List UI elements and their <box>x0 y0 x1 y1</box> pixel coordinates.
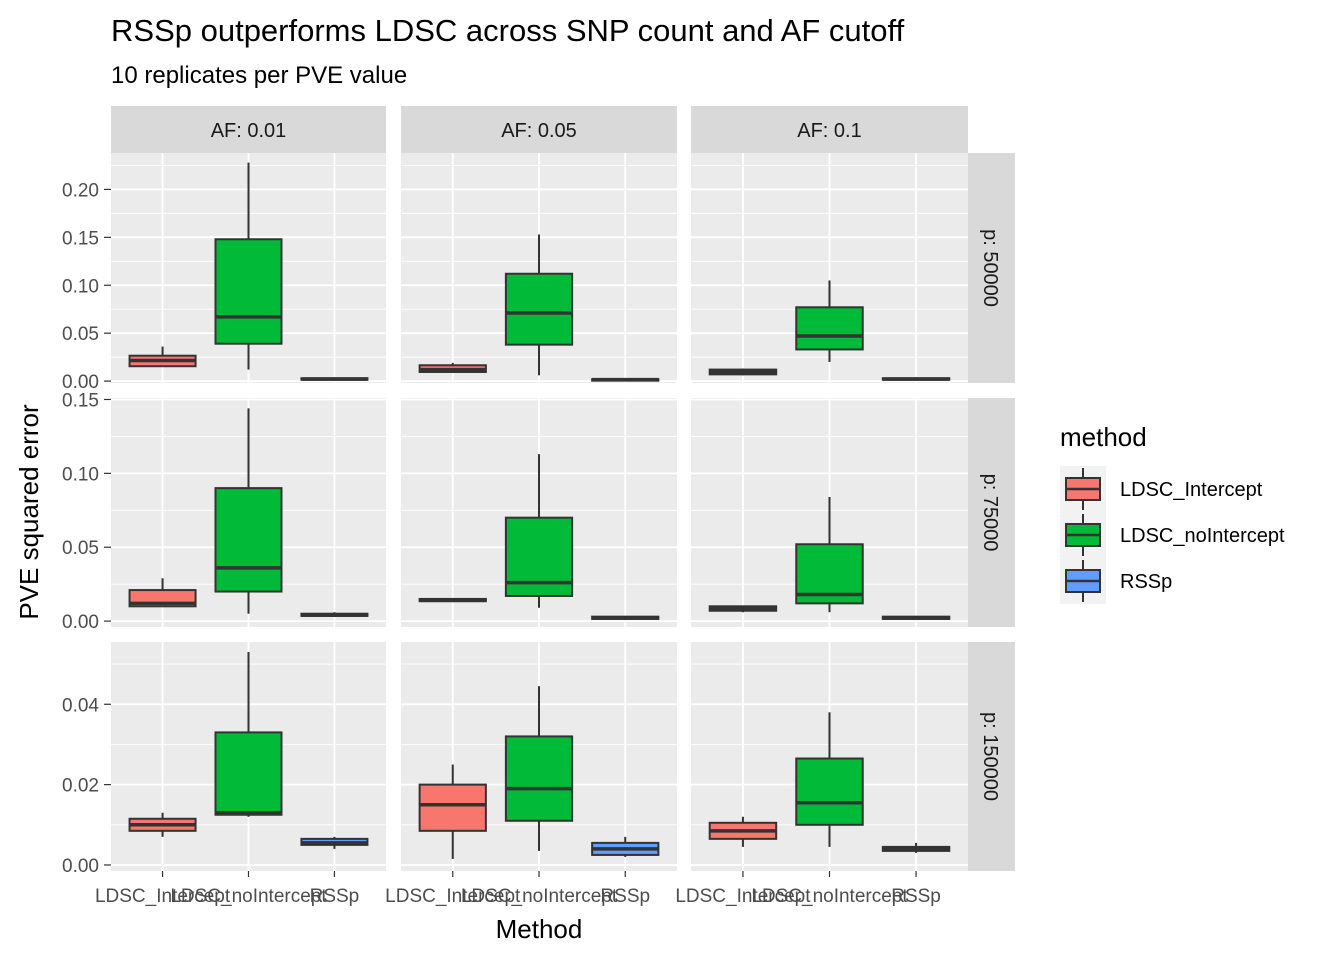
x-tick-label: LDSC_Intercept <box>95 886 231 907</box>
x-tick-label: RSSp <box>310 886 360 907</box>
legend: method LDSC_Intercept LDSC_noIntercept RSS… <box>1060 422 1285 604</box>
box-body <box>504 272 574 346</box>
facet-strip-col <box>401 106 677 153</box>
facet-strip-col-label: AF: 0.1 <box>797 120 861 142</box>
y-tick-label: 0.10 <box>62 464 99 485</box>
facet-panels: AF: 0.01 AF: 0.05 AF: 0.1 p: 50000 0.00 0.05 0… <box>62 106 1015 907</box>
facet-strip-col-label: AF: 0.01 <box>211 120 287 142</box>
y-tick-label: 0.05 <box>62 324 99 345</box>
facet-strip-col-label: AF: 0.05 <box>501 120 577 142</box>
facet-strip-row-label: p: 150000 <box>979 712 1001 801</box>
x-tick-label: LDSC_noIntercept <box>461 886 618 907</box>
legend-item-label: LDSC_Intercept <box>1120 479 1263 501</box>
x-tick-label: LDSC_noIntercept <box>170 886 327 907</box>
x-tick-label: RSSp <box>600 886 650 907</box>
facet-strip-row <box>968 153 1015 383</box>
y-tick-label: 0.00 <box>62 372 99 393</box>
box-body <box>214 238 283 345</box>
x-tick-label: LDSC_Intercept <box>385 886 521 907</box>
y-tick-label: 0.05 <box>62 538 99 559</box>
legend-item-label: LDSC_noIntercept <box>1120 525 1285 547</box>
legend-item-label: RSSp <box>1120 571 1172 593</box>
legend-title: method <box>1060 422 1147 452</box>
facet-strip-row <box>968 642 1015 871</box>
y-tick-label: 0.15 <box>62 228 99 249</box>
y-tick-label: 0.04 <box>62 695 99 716</box>
box-body <box>214 731 283 816</box>
y-tick-label: 0.15 <box>62 390 99 411</box>
y-tick-label: 0.20 <box>62 180 99 201</box>
y-tick-label: 0.10 <box>62 276 99 297</box>
facet-strip-row <box>968 398 1015 627</box>
box-body <box>418 783 487 832</box>
x-tick-label: LDSC_noIntercept <box>751 886 908 907</box>
y-tick-label: 0.00 <box>62 612 99 633</box>
box-body <box>795 757 864 826</box>
facet-strip-row-label: p: 75000 <box>979 474 1001 552</box>
x-tick-label: RSSp <box>891 886 941 907</box>
x-axis-title: Method <box>496 914 583 944</box>
facet-strip-row-label: p: 50000 <box>979 229 1001 307</box>
chart-subtitle: 10 replicates per PVE value <box>111 62 407 89</box>
chart-title: RSSp outperforms LDSC across SNP count a… <box>111 13 905 48</box>
x-tick-label: LDSC_Intercept <box>675 886 811 907</box>
y-axis-title: PVE squared error <box>14 404 44 620</box>
facet-strip-col <box>691 106 968 153</box>
box-body <box>795 306 864 351</box>
y-tick-label: 0.00 <box>62 856 99 877</box>
box-body <box>504 735 574 822</box>
facet-strip-col <box>111 106 386 153</box>
box-body <box>214 487 283 593</box>
y-tick-label: 0.02 <box>62 776 99 797</box>
